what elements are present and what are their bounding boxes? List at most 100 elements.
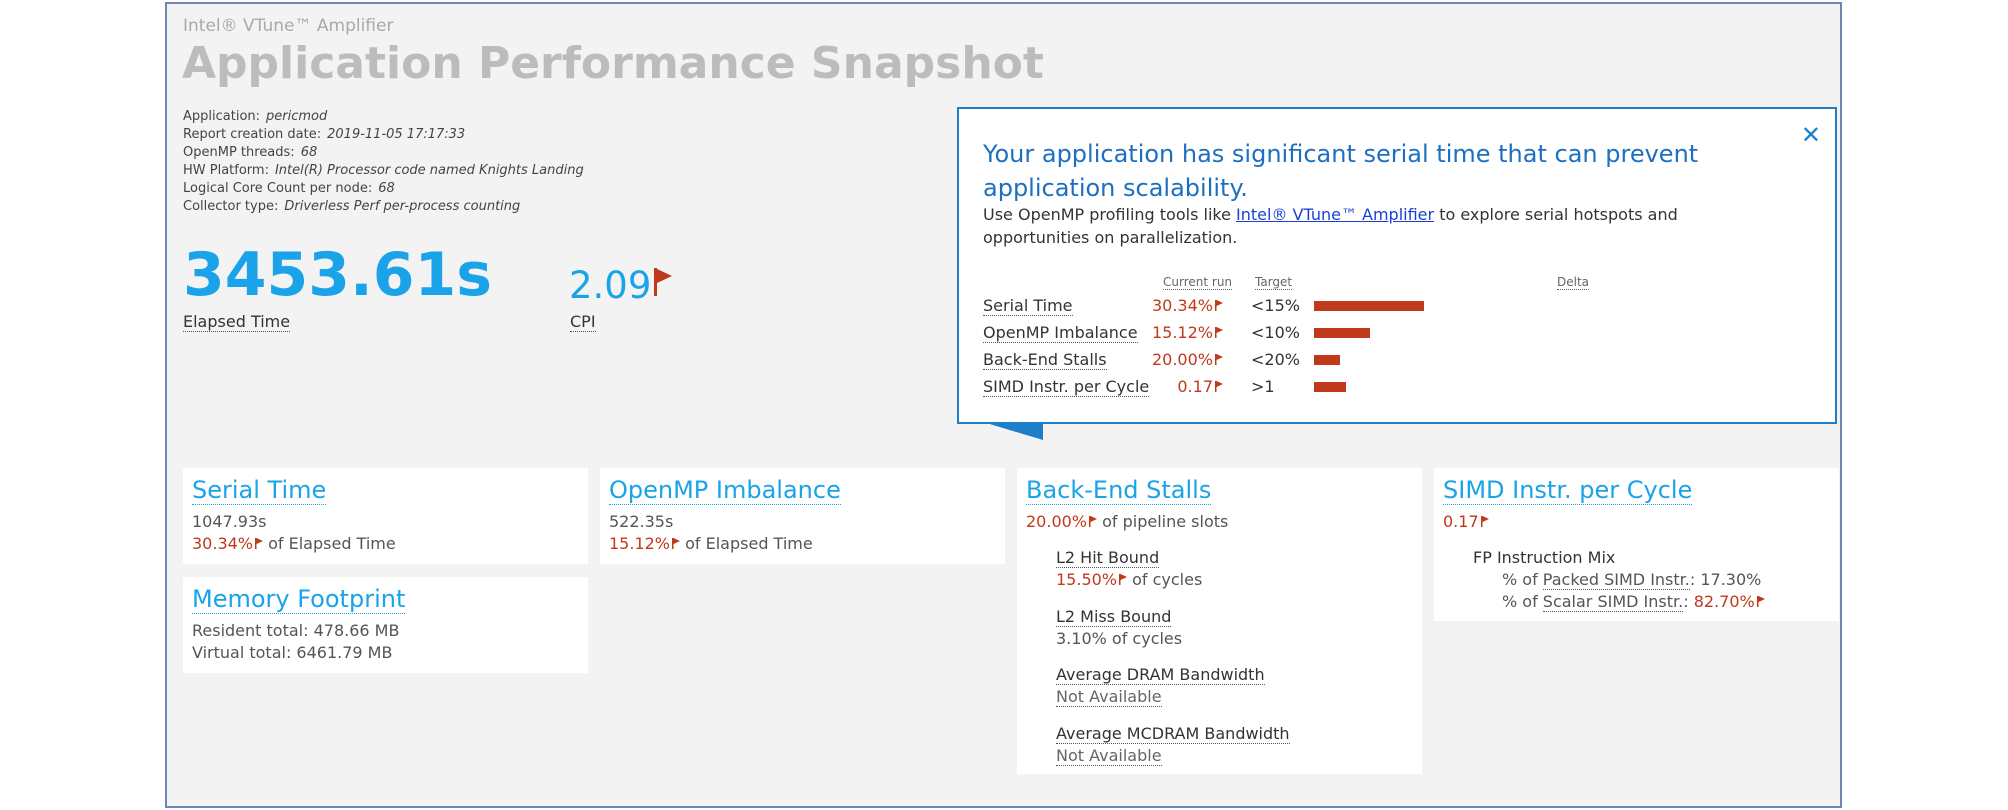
packed-simd-value: : 17.30% <box>1689 570 1762 589</box>
red-flag-icon <box>672 538 681 549</box>
back-end-stalls-title[interactable]: Back-End Stalls <box>1026 476 1212 505</box>
red-flag-icon <box>1215 354 1223 365</box>
meta-row: HW Platform: Intel(R) Processor code name… <box>183 162 584 180</box>
meta-value: Intel(R) Processor code named Knights La… <box>274 163 584 178</box>
serial-time-suffix: of Elapsed Time <box>268 534 396 553</box>
col-current-run: Current run <box>1163 275 1233 290</box>
l2-hit-bound-suffix: of cycles <box>1132 570 1203 589</box>
serial-time-card: Serial Time 1047.93s 30.34% of Elapsed T… <box>183 468 588 564</box>
simd-value-row: 0.17 <box>1443 512 1489 531</box>
serial-time-value: 1047.93s <box>192 512 267 531</box>
meta-label: OpenMP threads: <box>183 145 295 160</box>
l2-miss-bound-value: 3.10% of cycles <box>1056 629 1183 648</box>
callout-row-target: >1 <box>1251 377 1275 396</box>
simd-card: SIMD Instr. per Cycle 0.17 FP Instructio… <box>1434 468 1839 621</box>
fp-instruction-mix-label: FP Instruction Mix <box>1473 548 1616 567</box>
meta-label: Logical Core Count per node: <box>183 181 373 196</box>
red-flag-icon <box>654 268 673 296</box>
callout-row: Serial Time 30.34% <15% <box>983 296 1823 322</box>
callout-row-target: <15% <box>1251 296 1300 315</box>
red-flag-icon <box>1119 574 1128 585</box>
callout-row: Back-End Stalls 20.00% <20% <box>983 350 1823 376</box>
scalar-simd-label[interactable]: Scalar SIMD Instr. <box>1542 592 1684 612</box>
meta-row: Application: pericmod <box>183 108 584 126</box>
elapsed-time-label[interactable]: Elapsed Time <box>183 312 291 332</box>
l2-hit-bound-label[interactable]: L2 Hit Bound <box>1056 548 1160 568</box>
callout-body: Use OpenMP profiling tools like Intel® V… <box>983 203 1783 249</box>
openmp-imbalance-pct-row: 15.12% of Elapsed Time <box>609 534 813 553</box>
openmp-imbalance-pct: 15.12% <box>609 534 671 553</box>
callout-pointer <box>983 422 1043 440</box>
callout-row-target: <10% <box>1251 323 1300 342</box>
openmp-imbalance-card: OpenMP Imbalance 522.35s 15.12% of Elaps… <box>600 468 1005 564</box>
callout-body-text: to explore serial hotspots and opportuni… <box>983 205 1678 247</box>
dram-bandwidth-value: Not Available <box>1056 687 1162 707</box>
page-title: Application Performance Snapshot <box>182 38 1044 89</box>
callout-row-current: 0.17 <box>1177 377 1223 396</box>
simd-value: 0.17 <box>1443 512 1479 531</box>
red-flag-icon <box>1215 300 1223 311</box>
elapsed-time-value: 3453.61s <box>183 240 492 310</box>
packed-simd-row: % of Packed SIMD Instr.: 17.30% <box>1502 570 1762 590</box>
meta-value: 2019-11-05 17:17:33 <box>327 127 466 142</box>
dram-bandwidth-label[interactable]: Average DRAM Bandwidth <box>1056 665 1265 685</box>
meta-row: Report creation date: 2019-11-05 17:17:33 <box>183 126 584 144</box>
scalar-simd-row: % of Scalar SIMD Instr.: 82.70% <box>1502 592 1765 612</box>
scalar-simd-value: 82.70% <box>1693 592 1755 611</box>
packed-simd-label[interactable]: Packed SIMD Instr. <box>1542 570 1690 590</box>
callout-row-name[interactable]: Back-End Stalls <box>983 350 1107 370</box>
openmp-imbalance-value: 522.35s <box>609 512 674 531</box>
openmp-imbalance-title[interactable]: OpenMP Imbalance <box>609 476 841 505</box>
l2-miss-bound-label[interactable]: L2 Miss Bound <box>1056 607 1172 627</box>
red-flag-icon <box>1215 327 1223 338</box>
red-flag-icon <box>1480 516 1489 527</box>
serial-time-pct: 30.34% <box>192 534 254 553</box>
callout-row: SIMD Instr. per Cycle 0.17 >1 <box>983 377 1823 403</box>
vtune-link[interactable]: Intel® VTune™ Amplifier <box>1236 205 1435 224</box>
delta-bar <box>1314 301 1424 311</box>
meta-row: OpenMP threads: 68 <box>183 144 584 162</box>
openmp-imbalance-suffix: of Elapsed Time <box>685 534 813 553</box>
serial-time-callout: ✕ Your application has significant seria… <box>957 107 1837 424</box>
col-target: Target <box>1255 275 1293 290</box>
mcdram-bandwidth-label[interactable]: Average MCDRAM Bandwidth <box>1056 724 1290 744</box>
meta-value: pericmod <box>266 109 328 124</box>
back-end-stalls-pct-row: 20.00% of pipeline slots <box>1026 512 1228 531</box>
memory-footprint-title[interactable]: Memory Footprint <box>192 585 406 614</box>
meta-label: HW Platform: <box>183 163 269 178</box>
red-flag-icon <box>255 538 264 549</box>
serial-time-pct-row: 30.34% of Elapsed Time <box>192 534 396 553</box>
meta-label: Application: <box>183 109 261 124</box>
callout-row-current: 15.12% <box>1152 323 1223 342</box>
meta-value: 68 <box>300 145 318 160</box>
callout-row-name[interactable]: Serial Time <box>983 296 1073 316</box>
delta-bar <box>1314 382 1346 392</box>
callout-heading: Your application has significant serial … <box>983 140 1699 202</box>
meta-label: Report creation date: <box>183 127 322 142</box>
red-flag-icon <box>1089 516 1098 527</box>
packed-simd-prefix: % of <box>1502 570 1543 589</box>
callout-row-name[interactable]: SIMD Instr. per Cycle <box>983 377 1150 397</box>
l2-hit-bound-row: 15.50% of cycles <box>1056 570 1202 589</box>
meta-value: 68 <box>378 181 395 196</box>
serial-time-title[interactable]: Serial Time <box>192 476 327 505</box>
callout-row-current: 20.00% <box>1152 350 1223 369</box>
callout-row-name[interactable]: OpenMP Imbalance <box>983 323 1138 343</box>
meta-row: Logical Core Count per node: 68 <box>183 180 584 198</box>
delta-bar <box>1314 328 1370 338</box>
back-end-stalls-suffix: of pipeline slots <box>1102 512 1229 531</box>
l2-hit-bound-pct: 15.50% <box>1056 570 1118 589</box>
simd-title[interactable]: SIMD Instr. per Cycle <box>1443 476 1693 505</box>
cpi-label[interactable]: CPI <box>570 312 596 332</box>
callout-body-text: Use OpenMP profiling tools like <box>983 205 1237 224</box>
close-icon[interactable]: ✕ <box>1800 121 1821 149</box>
meta-row: Collector type: Driverless Perf per-proce… <box>183 198 584 216</box>
meta-value: Driverless Perf per-process counting <box>284 199 521 214</box>
mcdram-bandwidth-value: Not Available <box>1056 746 1162 766</box>
red-flag-icon <box>1215 381 1223 392</box>
delta-bar <box>1314 355 1340 365</box>
meta-label: Collector type: <box>183 199 279 214</box>
resident-total: Resident total: 478.66 MB <box>192 621 400 640</box>
virtual-total: Virtual total: 6461.79 MB <box>192 643 393 662</box>
callout-row: OpenMP Imbalance 15.12% <10% <box>983 323 1823 349</box>
